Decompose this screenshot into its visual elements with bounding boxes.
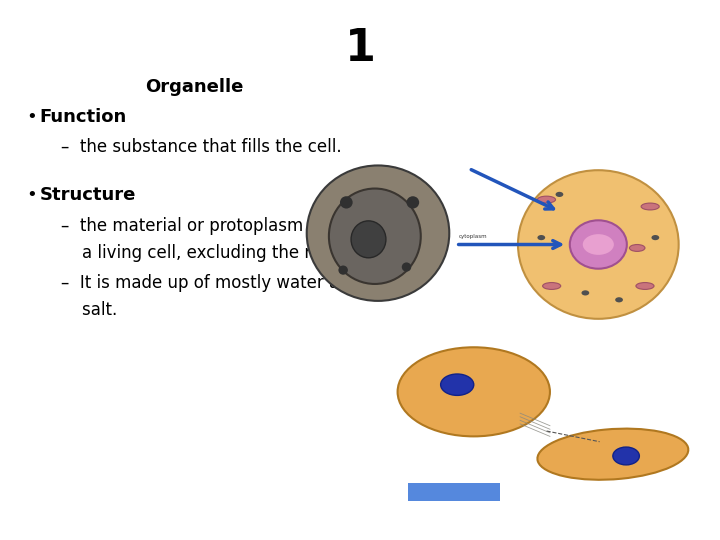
- Text: •: •: [27, 108, 37, 126]
- Ellipse shape: [543, 282, 561, 289]
- Text: cytoplasm: cytoplasm: [459, 234, 487, 239]
- Ellipse shape: [629, 245, 645, 252]
- Ellipse shape: [570, 220, 627, 269]
- Text: a living cell, excluding the nucleus.: a living cell, excluding the nucleus.: [61, 244, 374, 262]
- Circle shape: [537, 235, 545, 240]
- Text: 1: 1: [344, 27, 376, 70]
- Text: Function: Function: [40, 108, 127, 126]
- Text: Organelle: Organelle: [145, 78, 243, 96]
- Circle shape: [615, 297, 623, 302]
- Circle shape: [407, 196, 419, 208]
- Circle shape: [340, 196, 353, 208]
- Ellipse shape: [441, 374, 474, 395]
- Ellipse shape: [641, 203, 660, 210]
- Text: •: •: [27, 186, 37, 204]
- Text: salt.: salt.: [61, 301, 117, 319]
- Text: –  the material or protoplasm within: – the material or protoplasm within: [61, 217, 359, 235]
- Ellipse shape: [329, 188, 420, 284]
- Ellipse shape: [537, 429, 688, 480]
- Text: –  It is made up of mostly water and: – It is made up of mostly water and: [61, 274, 360, 292]
- Text: Structure: Structure: [40, 186, 136, 204]
- Ellipse shape: [397, 347, 550, 436]
- Ellipse shape: [537, 196, 556, 203]
- Text: –  the substance that fills the cell.: – the substance that fills the cell.: [61, 138, 342, 156]
- Circle shape: [582, 234, 614, 255]
- Ellipse shape: [636, 282, 654, 289]
- Ellipse shape: [613, 447, 639, 465]
- FancyBboxPatch shape: [408, 483, 500, 501]
- Circle shape: [338, 266, 348, 275]
- Circle shape: [582, 291, 589, 295]
- Ellipse shape: [307, 165, 449, 301]
- Circle shape: [652, 235, 660, 240]
- Circle shape: [556, 192, 563, 197]
- Circle shape: [402, 262, 411, 272]
- Ellipse shape: [518, 170, 679, 319]
- Ellipse shape: [351, 221, 386, 258]
